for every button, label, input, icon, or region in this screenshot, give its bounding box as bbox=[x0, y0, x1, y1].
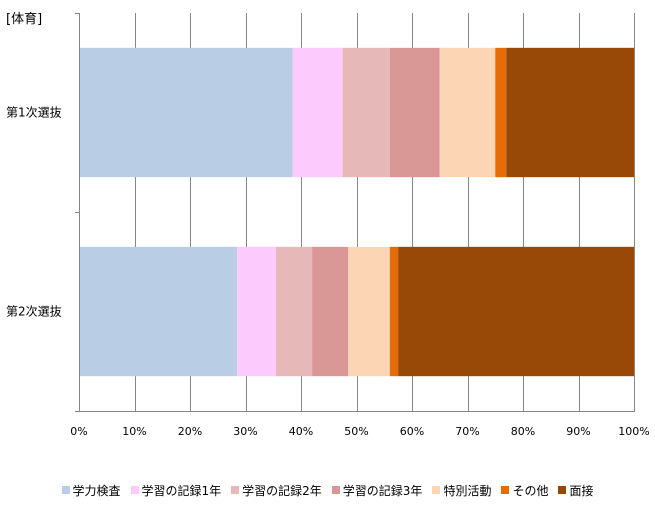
legend-label: その他 bbox=[512, 483, 549, 498]
axes bbox=[75, 13, 635, 412]
chart-title: [体育] bbox=[6, 11, 42, 27]
x-tick-label: 50% bbox=[344, 425, 368, 438]
legend: 学力検査 学習の記録1年 学習の記録2年 学習の記録3年 特別活動 その他 面接 bbox=[0, 480, 655, 500]
bar-segment bbox=[79, 246, 238, 377]
category-label: 第1次選抜 bbox=[6, 106, 62, 120]
bar-segment bbox=[389, 246, 399, 377]
legend-item: 面接 bbox=[558, 482, 593, 499]
bar-segment bbox=[79, 47, 293, 178]
legend-swatch bbox=[432, 486, 441, 494]
bar-segment bbox=[506, 47, 634, 178]
x-tick-label: 10% bbox=[122, 425, 146, 438]
bars bbox=[79, 47, 634, 377]
x-tick-label: 0% bbox=[70, 425, 87, 438]
legend-swatch bbox=[331, 486, 340, 494]
legend-item: 学習の記録3年 bbox=[331, 482, 423, 499]
legend-item: 学力検査 bbox=[61, 482, 121, 499]
legend-swatch bbox=[501, 486, 510, 494]
legend-label: 特別活動 bbox=[443, 483, 492, 498]
bar-segment bbox=[312, 246, 349, 377]
x-tick-label: 70% bbox=[455, 425, 479, 438]
legend-label: 学習の記録2年 bbox=[242, 483, 322, 498]
x-tick-label: 100% bbox=[618, 425, 649, 438]
legend-swatch bbox=[130, 486, 139, 494]
bar-segment bbox=[292, 47, 343, 178]
category-label: 第2次選抜 bbox=[6, 305, 62, 319]
legend-item: その他 bbox=[501, 482, 548, 499]
bar-segment bbox=[342, 47, 390, 178]
legend-item: 学習の記録2年 bbox=[231, 482, 322, 499]
legend-swatch bbox=[558, 486, 567, 494]
x-tick-label: 90% bbox=[566, 425, 590, 438]
legend-label: 学習の記録3年 bbox=[342, 483, 423, 498]
bar-segment bbox=[439, 47, 496, 178]
bar-segment bbox=[389, 47, 440, 178]
bar-segment bbox=[276, 246, 313, 377]
x-tick-label: 30% bbox=[233, 425, 257, 438]
legend-item: 特別活動 bbox=[432, 482, 491, 499]
x-tick-label: 80% bbox=[511, 425, 535, 438]
bar-segment bbox=[348, 246, 390, 377]
x-tick-label: 60% bbox=[400, 425, 424, 438]
legend-swatch bbox=[61, 486, 70, 494]
bar-segment bbox=[237, 246, 277, 377]
bar-segment bbox=[495, 47, 507, 178]
x-tick-label: 20% bbox=[178, 425, 202, 438]
legend-swatch bbox=[231, 486, 240, 494]
legend-label: 学力検査 bbox=[72, 483, 121, 498]
legend-item: 学習の記録1年 bbox=[130, 482, 222, 499]
bar-segment bbox=[398, 246, 634, 377]
legend-label: 面接 bbox=[569, 483, 594, 498]
legend-label: 学習の記録1年 bbox=[141, 483, 222, 498]
x-tick-label: 40% bbox=[289, 425, 313, 438]
